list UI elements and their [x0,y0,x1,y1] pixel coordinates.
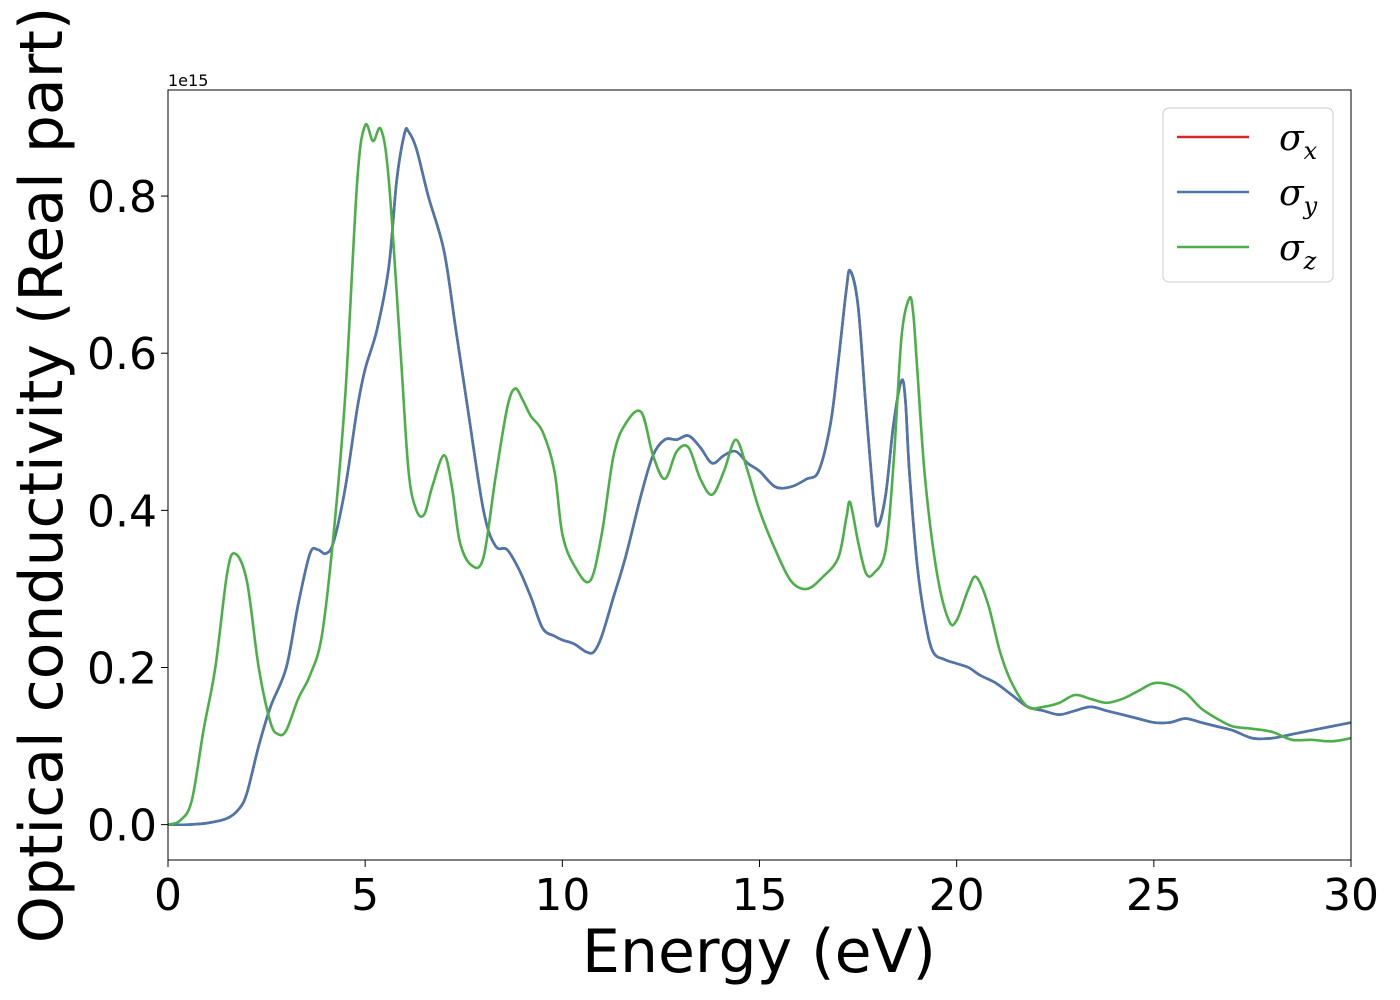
y-axis: 0.0 0.2 0.4 0.6 0.8 [87,172,168,852]
legend-box [1162,107,1334,283]
x-tick-label: 15 [732,870,788,921]
legend-label-y: σy [1279,173,1318,220]
x-tick-label: 30 [1323,870,1379,921]
y-tick-label: 0.8 [87,172,157,223]
y-tick-label: 0.6 [87,329,157,380]
y-tick-label: 0.4 [87,486,157,537]
y-offset-label: 1e15 [168,71,208,90]
y-axis-label: Optical conductivity (Real part) [7,7,77,944]
legend: σx σy σz [1162,107,1334,283]
plot-area [168,122,1351,827]
x-tick-label: 25 [1126,870,1182,921]
series-line-z [168,122,1351,826]
y-tick-label: 0.2 [87,644,157,695]
x-tick-label: 0 [154,870,182,921]
x-tick-label: 10 [534,870,590,921]
x-axis-label: Energy (eV) [582,917,936,987]
x-tick-label: 20 [929,870,985,921]
x-tick-label: 5 [351,870,379,921]
y-tick-label: 0.0 [87,801,157,852]
legend-label-x: σx [1279,118,1318,165]
x-axis: 0 5 10 15 20 25 30 [154,860,1379,921]
legend-label-z: σz [1279,228,1317,275]
